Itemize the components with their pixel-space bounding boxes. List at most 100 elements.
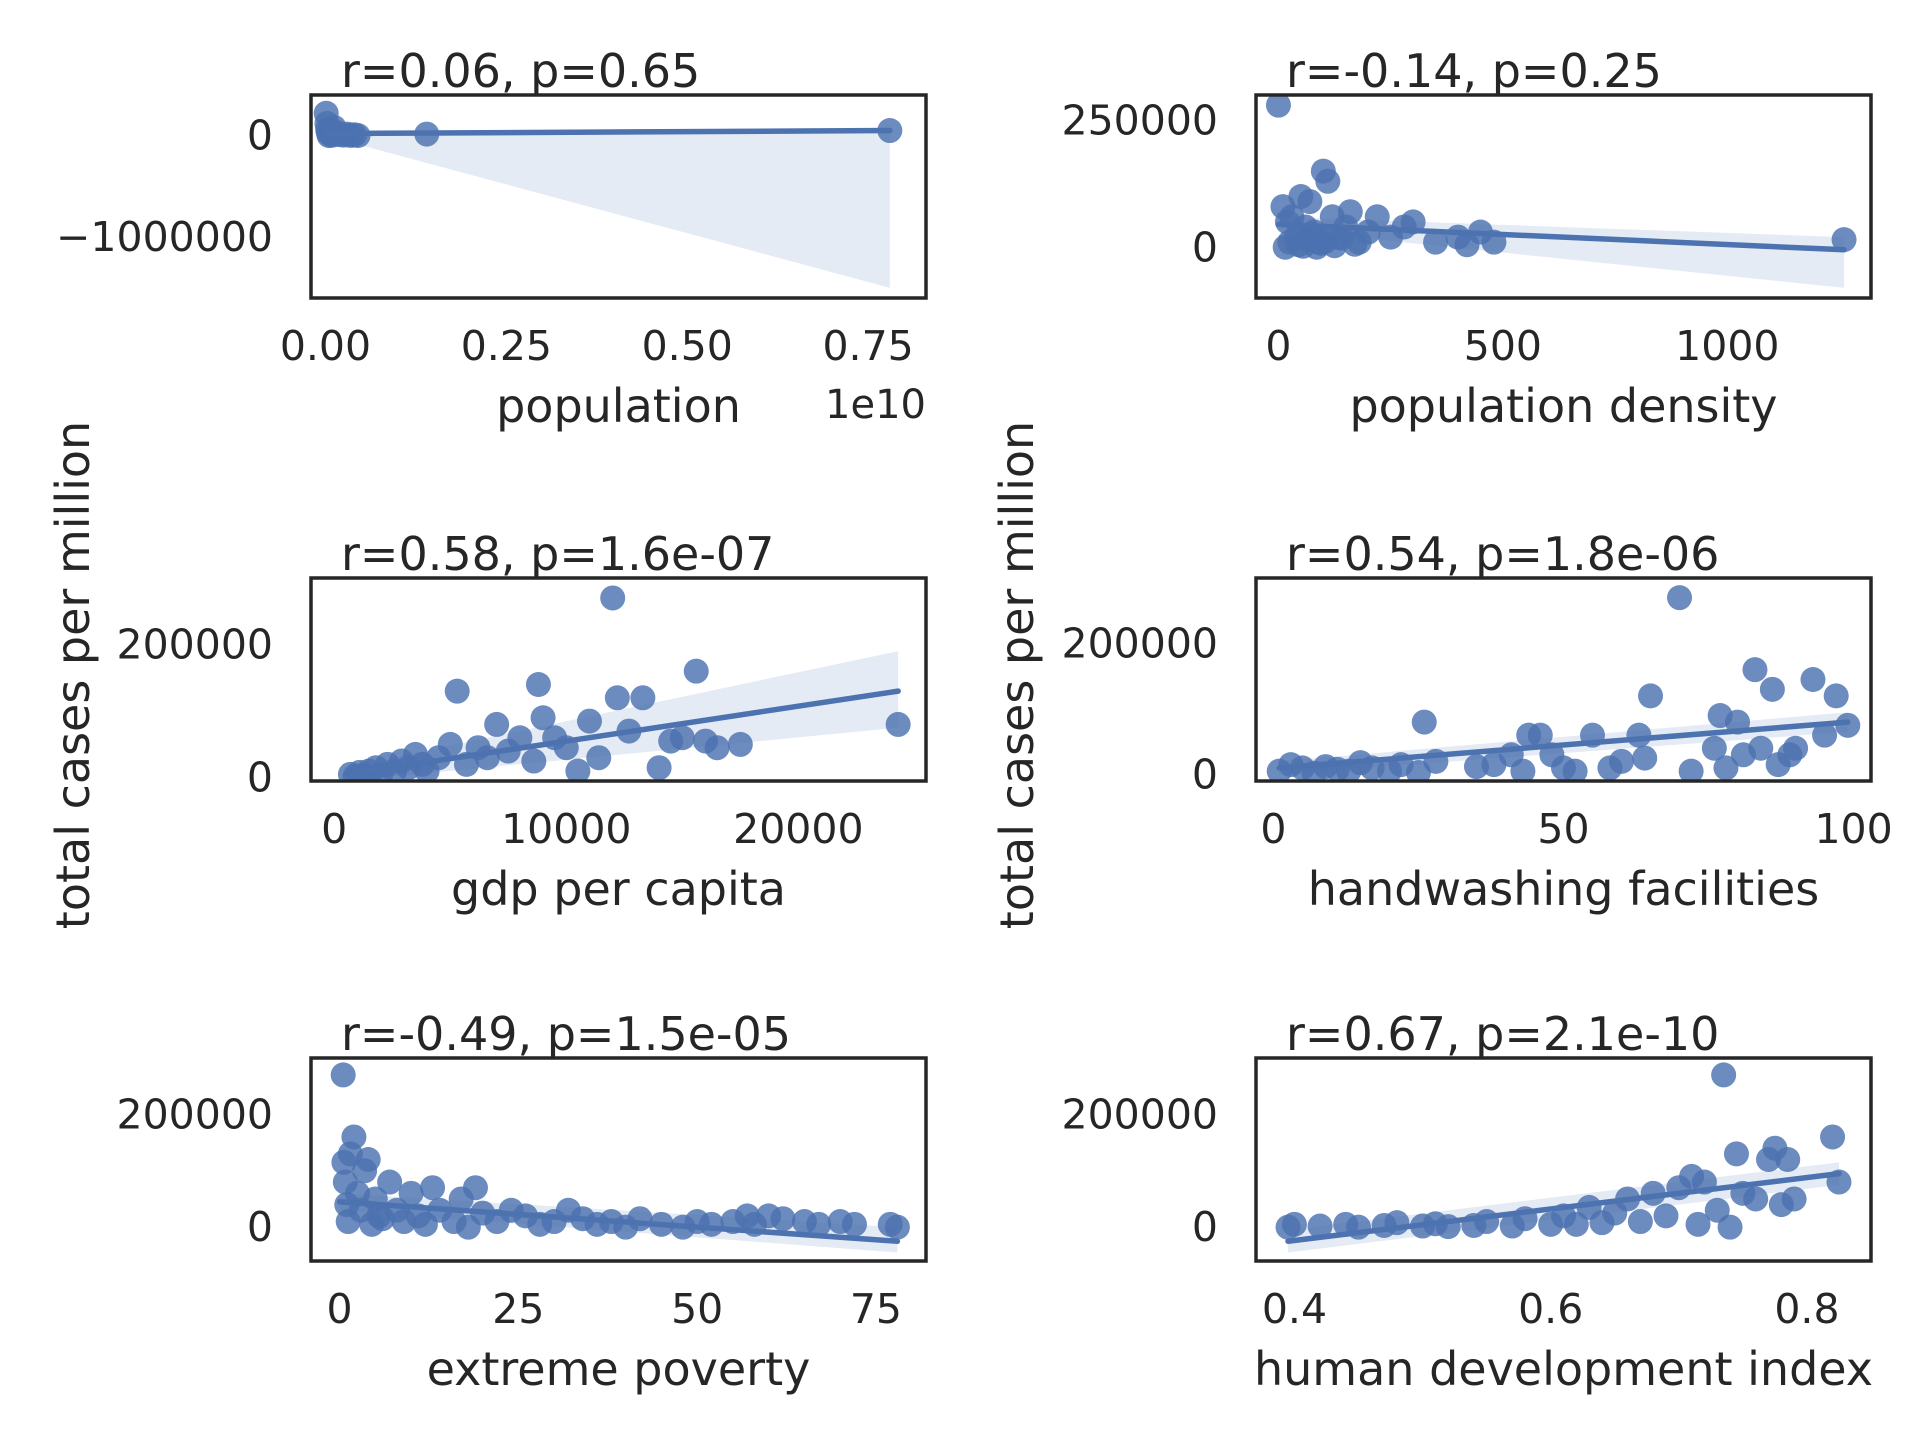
data-point xyxy=(1281,1211,1307,1237)
y-tick-label: 0 xyxy=(1192,1203,1218,1251)
regression-line xyxy=(336,1199,901,1245)
axes-frame xyxy=(309,93,928,300)
x-tick-label: 0 xyxy=(327,1285,353,1333)
data-point xyxy=(630,685,656,711)
x-tick-label: 100 xyxy=(1814,805,1892,853)
data-point xyxy=(646,755,672,781)
data-point xyxy=(1342,231,1368,257)
data-point xyxy=(1701,735,1727,761)
y-tick-label: 200000 xyxy=(116,1090,273,1138)
data-point xyxy=(525,671,551,697)
x-tick-label: 20000 xyxy=(733,805,863,853)
y-tick-label: 200000 xyxy=(1061,619,1218,667)
data-point xyxy=(1297,189,1323,215)
axes-frame xyxy=(1254,93,1873,300)
data-point xyxy=(1364,204,1390,230)
data-point xyxy=(1474,1209,1500,1235)
data-point xyxy=(444,678,470,704)
data-point xyxy=(600,585,626,611)
plot-area xyxy=(1266,585,1861,781)
data-point xyxy=(484,711,510,737)
y-tick-label: 0 xyxy=(247,112,273,160)
x-tick-label: 0.8 xyxy=(1774,1285,1839,1333)
data-point xyxy=(1704,1197,1730,1223)
correlation-annotation: r=0.54, p=1.8e-06 xyxy=(1286,527,1719,581)
axes-frame xyxy=(309,1056,928,1263)
data-point xyxy=(1820,1124,1846,1150)
data-point xyxy=(1563,1211,1589,1237)
plot-area xyxy=(1265,95,1857,288)
data-point xyxy=(1667,585,1693,611)
x-tick-label: 0 xyxy=(1265,322,1291,370)
axes-frame xyxy=(1254,576,1873,783)
x-tick-label: 1000 xyxy=(1675,322,1779,370)
data-point xyxy=(1337,199,1363,225)
data-point xyxy=(576,708,602,734)
confidence-band xyxy=(325,130,890,288)
data-point xyxy=(1823,683,1849,709)
data-point xyxy=(1759,676,1785,702)
data-point xyxy=(1678,758,1704,781)
regression-line xyxy=(1285,1170,1842,1245)
axes-frame xyxy=(309,576,928,783)
subplot-1: 0.00 0.25 0.50 0.75 0 −1000000 1e10 population r… xyxy=(56,44,928,433)
subplot-2: 0 500 1000 250000 0 population density r=-0.14… xyxy=(1061,44,1873,433)
data-point xyxy=(704,735,730,761)
data-point xyxy=(1713,755,1739,781)
data-point xyxy=(1510,758,1536,781)
correlation-annotation: r=-0.49, p=1.5e-05 xyxy=(341,1007,791,1061)
data-point xyxy=(521,748,547,774)
y-tick-label: 0 xyxy=(247,1203,273,1251)
data-point xyxy=(1626,722,1652,748)
x-tick-label: 25 xyxy=(492,1285,544,1333)
plot-area xyxy=(330,1062,910,1253)
data-point xyxy=(420,1175,446,1201)
data-point xyxy=(1653,1203,1679,1229)
data-point xyxy=(377,1169,403,1195)
data-point xyxy=(437,731,463,757)
x-tick-label: 10000 xyxy=(501,805,631,853)
data-point xyxy=(1423,229,1449,255)
data-point xyxy=(727,731,753,757)
data-point xyxy=(1742,657,1768,683)
x-tick-label: 0.4 xyxy=(1262,1285,1327,1333)
data-point xyxy=(1562,758,1588,781)
data-point xyxy=(1609,748,1635,774)
subplot-4: 0 50 100 200000 0 handwashing facilities r=0.5… xyxy=(1061,527,1892,916)
data-point xyxy=(565,758,591,781)
subplot-5: 0 25 50 75 200000 0 extreme poverty r=-0.49, p=… xyxy=(116,1007,928,1396)
data-point xyxy=(698,1211,724,1237)
x-tick-label: 75 xyxy=(850,1285,902,1333)
y-tick-label: 0 xyxy=(247,754,273,802)
regression-line xyxy=(322,127,893,137)
data-point xyxy=(1800,667,1826,692)
confidence-band xyxy=(1278,216,1845,288)
data-point xyxy=(1723,1141,1749,1167)
x-offset-label: 1e10 xyxy=(825,382,926,428)
data-point xyxy=(884,1214,910,1240)
data-point xyxy=(1638,683,1664,709)
right-y-axis-title: total cases per million xyxy=(990,421,1044,929)
data-point xyxy=(1627,1209,1653,1235)
x-axis-title: gdp per capita xyxy=(451,862,786,916)
data-point xyxy=(1831,227,1857,253)
correlation-annotation: r=0.06, p=0.65 xyxy=(341,44,700,98)
plot-area xyxy=(1275,1062,1852,1253)
x-tick-label: 0 xyxy=(321,805,347,853)
x-axis-title: handwashing facilities xyxy=(1308,862,1819,916)
data-point xyxy=(1743,1186,1769,1212)
data-point xyxy=(1265,95,1291,118)
x-axis-title: human development index xyxy=(1254,1342,1873,1396)
subplot-3: 0 10000 20000 200000 0 gdp per capita r=0.58, … xyxy=(116,527,928,916)
data-point xyxy=(341,1124,367,1150)
data-point xyxy=(355,1147,381,1172)
data-point xyxy=(1812,722,1838,748)
data-point xyxy=(1781,1186,1807,1212)
data-point xyxy=(1717,1214,1743,1240)
data-point xyxy=(604,685,630,711)
subplot-grid: 0.00 0.25 0.50 0.75 0 −1000000 1e10 population r… xyxy=(56,44,1893,1396)
data-point xyxy=(627,1206,653,1232)
y-tick-label: 0 xyxy=(1192,223,1218,271)
regression-line xyxy=(1275,221,1847,253)
y-tick-label: 250000 xyxy=(1061,96,1218,144)
